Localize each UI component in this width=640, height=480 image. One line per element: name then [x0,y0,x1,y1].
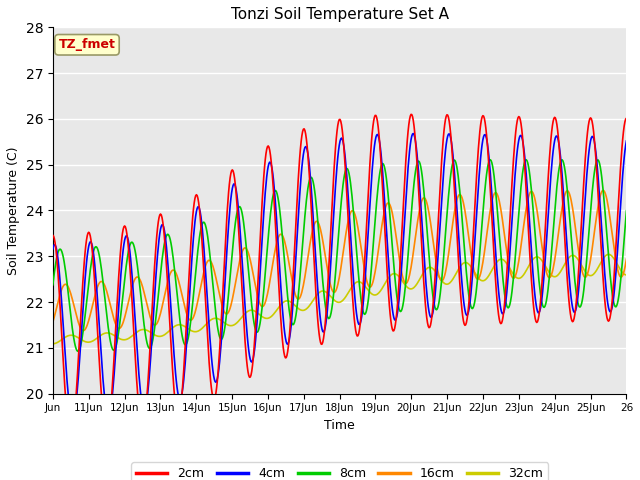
X-axis label: Time: Time [324,419,355,432]
Title: Tonzi Soil Temperature Set A: Tonzi Soil Temperature Set A [230,7,449,22]
Text: TZ_fmet: TZ_fmet [59,38,115,51]
Legend: 2cm, 4cm, 8cm, 16cm, 32cm: 2cm, 4cm, 8cm, 16cm, 32cm [131,462,548,480]
Y-axis label: Soil Temperature (C): Soil Temperature (C) [7,146,20,275]
